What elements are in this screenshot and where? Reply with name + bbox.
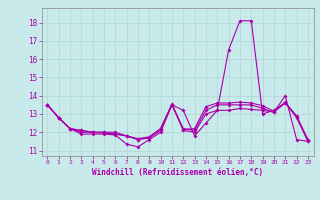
X-axis label: Windchill (Refroidissement éolien,°C): Windchill (Refroidissement éolien,°C)	[92, 168, 263, 177]
